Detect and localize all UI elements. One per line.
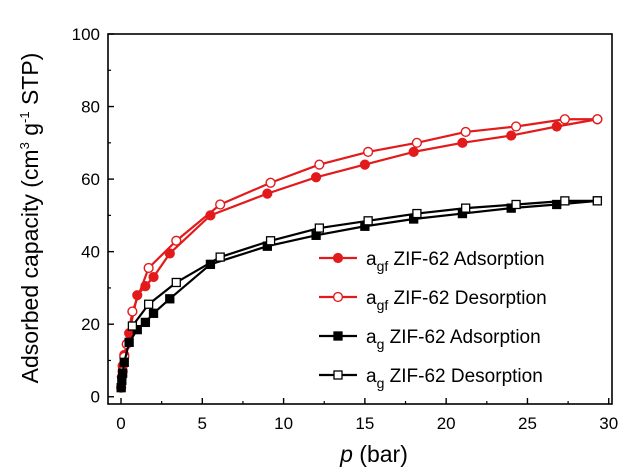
y-tick-label: 60 [81,170,100,189]
data-point [592,114,603,125]
data-point [311,172,322,183]
x-axis-title: p (bar) [339,441,408,467]
data-point [506,130,517,141]
x-tick-label: 30 [599,414,618,433]
x-axis-unit: (bar) [353,441,408,467]
legend-label: ag ZIF-62 Adsorption [366,327,541,352]
data-point [265,236,276,246]
x-tick-label: 20 [437,414,456,433]
data-point [140,317,151,328]
data-point [164,248,175,259]
x-axis-variable: p [339,441,353,467]
data-point [457,137,468,148]
data-point [314,223,325,233]
data-point [127,306,138,317]
data-point [171,277,181,288]
y-tick-label: 20 [81,315,100,334]
legend-marker [332,291,344,303]
data-point [215,252,225,262]
x-tick-label: 10 [274,414,293,433]
plot-frame [107,33,613,405]
data-point [510,121,522,132]
x-tick-label: 0 [116,414,125,433]
data-point [559,114,570,125]
legend-marker [333,370,343,380]
data-point [560,196,570,206]
y-tick-label: 40 [81,243,100,262]
legend-item: ag ZIF-62 Adsorption [319,327,541,352]
data-point [551,121,562,132]
y-tick-label: 0 [91,388,100,407]
data-point [148,271,159,283]
y-tick-label: 100 [72,25,100,44]
series-4 [127,196,603,331]
data-point [461,203,471,213]
data-point [412,208,422,219]
y-axis-ticks: 0 20 40 60 80 100 [72,25,114,407]
legend-item: agf ZIF-62 Adsorption [319,249,545,274]
data-point [363,146,374,157]
data-point [119,357,129,367]
data-point [148,308,159,318]
data-point [363,216,373,226]
data-point [127,321,138,331]
data-point [262,188,273,199]
data-point [265,177,276,188]
legend-marker [333,331,343,341]
data-point [171,235,182,246]
data-point [215,199,226,210]
data-point [143,262,154,274]
y-tick-label: 80 [81,98,100,117]
legend: agf ZIF-62 Adsorption agf ZIF-62 Desorpti… [319,249,547,391]
data-point [408,146,419,157]
legend-item: agf ZIF-62 Desorption [319,288,547,313]
data-point [411,137,423,148]
data-point [359,159,370,170]
data-point [143,299,154,309]
data-point [165,294,175,304]
y-axis-title: Adsorbed capacity (cm3 g-1 STP) [17,53,43,384]
data-point [117,368,128,378]
data-point [124,337,134,347]
x-tick-label: 15 [355,414,374,433]
x-tick-label: 25 [518,414,537,433]
series-layer [116,114,603,393]
x-tick-label: 5 [198,414,207,433]
legend-label: ag ZIF-62 Desorption [366,366,543,391]
legend-item: ag ZIF-62 Desorption [319,366,543,391]
x-axis-ticks: 0 5 10 15 20 25 30 [116,398,618,433]
legend-marker [332,252,344,264]
data-point [592,196,603,206]
data-point [460,126,471,138]
data-point [511,199,521,210]
data-point [314,159,325,170]
legend-label: agf ZIF-62 Adsorption [366,249,545,274]
legend-label: agf ZIF-62 Desorption [366,288,547,313]
